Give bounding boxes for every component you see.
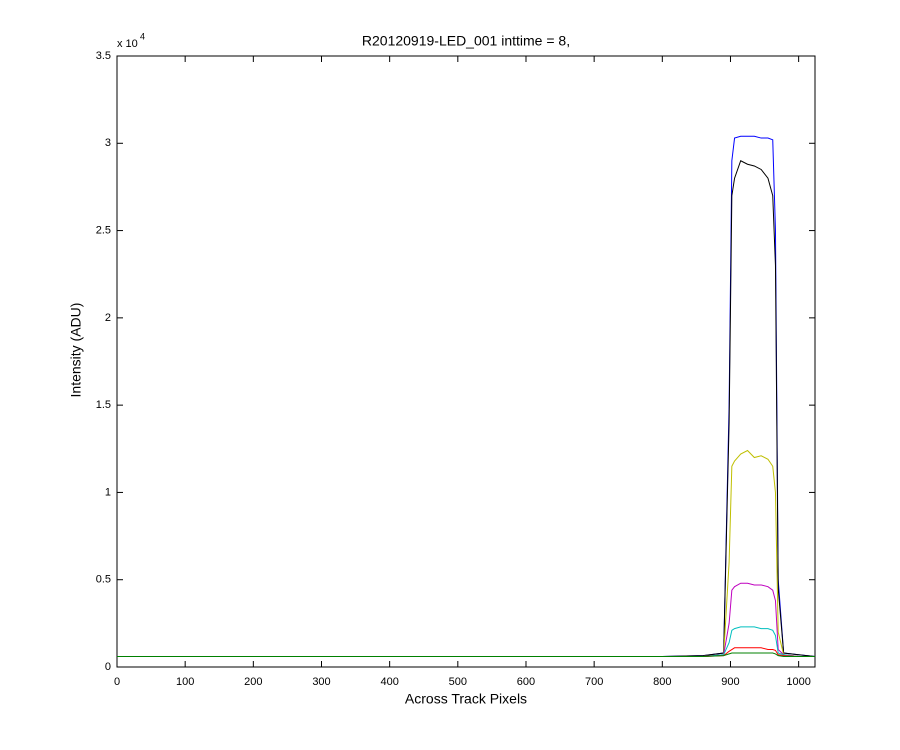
x-tick-label: 0 [114, 676, 120, 688]
x-tick-label: 500 [449, 676, 467, 688]
x-tick-label: 700 [585, 676, 603, 688]
series-line [117, 626, 815, 658]
x-tick-label: 400 [380, 676, 398, 688]
x-tick-label: 900 [721, 676, 739, 688]
y-exponent: 4 [140, 31, 145, 41]
x-tick-label: 300 [312, 676, 330, 688]
y-tick-label: 0.5 [96, 574, 111, 586]
y-multiplier: x 10 [117, 38, 138, 50]
x-tick-label: 200 [244, 676, 262, 688]
y-tick-label: 1.5 [96, 399, 111, 411]
series-line [117, 160, 816, 658]
x-tick-label: 600 [517, 676, 535, 688]
x-tick-label: 800 [653, 676, 671, 688]
y-axis-label: Intensity (ADU) [68, 303, 84, 398]
y-tick-label: 2 [105, 312, 111, 324]
y-tick-label: 2.5 [96, 224, 111, 236]
y-tick-label: 0 [105, 661, 111, 673]
series-line [117, 652, 815, 658]
x-axis-label: Across Track Pixels [405, 691, 527, 707]
chart-title: R20120919-LED_001 inttime = 8, [362, 33, 570, 49]
x-tick-label: 1000 [786, 676, 810, 688]
y-tick-label: 3 [105, 137, 111, 149]
y-tick-label: 1 [105, 486, 111, 498]
y-tick-label: 3.5 [96, 50, 111, 62]
x-tick-label: 100 [176, 676, 194, 688]
axes-box [116, 55, 816, 668]
